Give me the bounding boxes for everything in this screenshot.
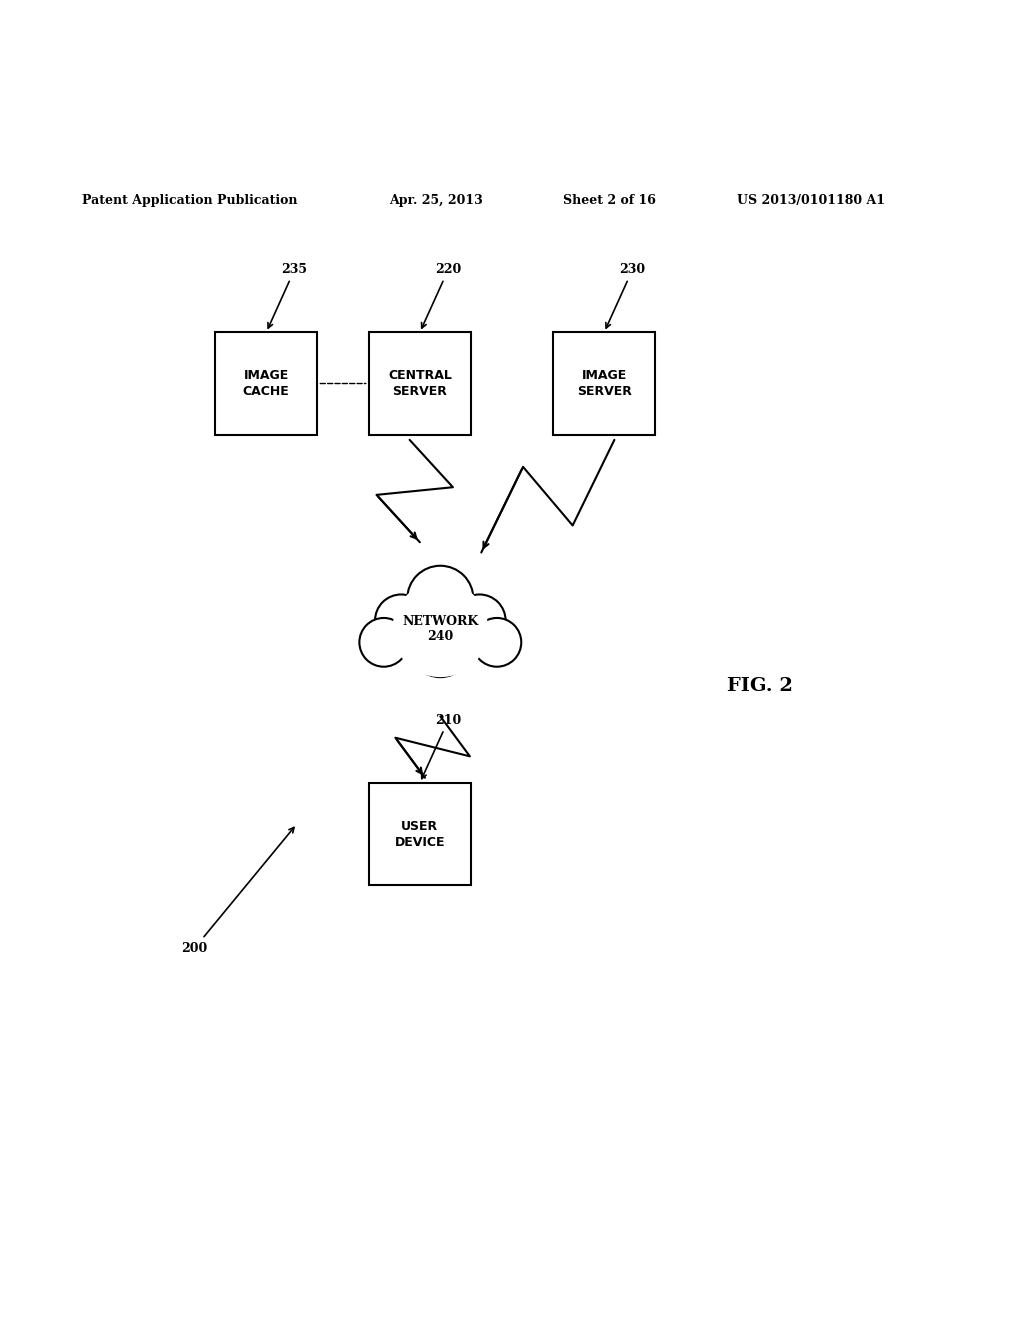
FancyBboxPatch shape [369, 783, 471, 886]
Text: IMAGE
SERVER: IMAGE SERVER [577, 370, 632, 399]
Text: US 2013/0101180 A1: US 2013/0101180 A1 [737, 194, 886, 207]
Circle shape [410, 616, 471, 677]
Text: NETWORK
240: NETWORK 240 [402, 615, 478, 643]
Text: 200: 200 [181, 828, 294, 954]
Circle shape [454, 594, 506, 647]
Text: Sheet 2 of 16: Sheet 2 of 16 [563, 194, 656, 207]
Text: CENTRAL
SERVER: CENTRAL SERVER [388, 370, 452, 399]
Text: 210: 210 [422, 714, 462, 779]
Text: 235: 235 [268, 263, 307, 329]
FancyBboxPatch shape [553, 333, 655, 434]
Text: USER
DEVICE: USER DEVICE [394, 820, 445, 849]
Circle shape [392, 581, 488, 677]
Text: 230: 230 [606, 263, 646, 329]
FancyBboxPatch shape [369, 333, 471, 434]
FancyBboxPatch shape [215, 333, 317, 434]
Text: FIG. 2: FIG. 2 [727, 677, 793, 694]
Text: 220: 220 [422, 263, 462, 329]
Text: Apr. 25, 2013: Apr. 25, 2013 [389, 194, 483, 207]
Circle shape [472, 618, 521, 667]
Circle shape [375, 594, 427, 647]
Text: IMAGE
CACHE: IMAGE CACHE [243, 370, 290, 399]
Circle shape [359, 618, 409, 667]
Circle shape [408, 566, 473, 632]
Text: Patent Application Publication: Patent Application Publication [82, 194, 297, 207]
